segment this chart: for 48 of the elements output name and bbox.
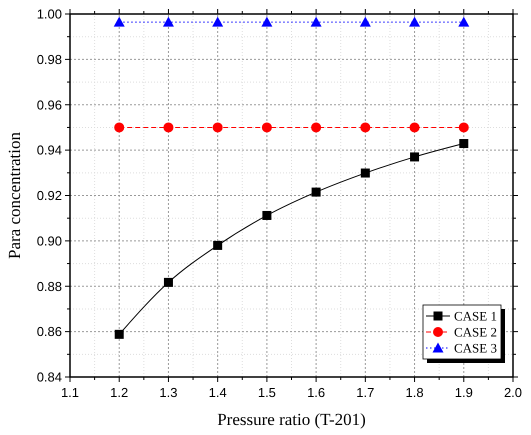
point: [311, 122, 322, 132]
legend-label: CASE 3: [454, 340, 497, 356]
point: [162, 16, 174, 27]
x-tick-label: 1.6: [307, 385, 326, 400]
point: [360, 16, 371, 27]
point: [212, 122, 223, 132]
point: [213, 240, 222, 250]
x-tick-label: 1.3: [159, 385, 178, 400]
point: [163, 122, 174, 132]
y-tick-label: 1.00: [36, 6, 62, 22]
y-tick-label: 0.88: [36, 278, 62, 294]
point: [458, 16, 470, 27]
point: [410, 122, 420, 132]
legend-label: CASE 1: [454, 308, 497, 324]
legend-label: CASE 2: [454, 324, 497, 340]
point: [458, 122, 469, 132]
point: [114, 122, 124, 132]
y-tick-label: 0.84: [36, 370, 62, 385]
point: [114, 16, 125, 27]
y-tick-label: 0.90: [36, 233, 62, 248]
x-tick-label: 1.7: [356, 385, 374, 400]
y-tick-label: 0.96: [36, 97, 62, 112]
point: [310, 16, 322, 27]
point: [360, 122, 370, 132]
x-tick-label: 1.8: [406, 385, 424, 400]
x-tick-label: 2.0: [504, 385, 522, 400]
y-tick-label: 0.92: [36, 188, 62, 204]
point: [164, 278, 173, 287]
point: [262, 122, 272, 132]
point: [410, 152, 420, 162]
x-tick-label: 1.5: [258, 385, 276, 400]
x-tick-label: 1.2: [110, 385, 128, 400]
point: [459, 139, 468, 148]
x-tick-label: 1.9: [454, 385, 473, 400]
point: [312, 188, 321, 197]
y-tick-label: 0.94: [36, 142, 62, 158]
point: [360, 168, 370, 178]
y-tick-label: 0.86: [36, 324, 62, 340]
x-tick-label: 1.4: [208, 385, 227, 400]
point: [262, 210, 272, 220]
y-tick-label: 0.98: [36, 52, 62, 67]
y-axis-title: Para concentration: [5, 132, 24, 259]
point: [261, 16, 272, 27]
x-tick-label: 1.1: [60, 385, 80, 400]
point: [409, 16, 420, 27]
point: [114, 330, 124, 339]
point: [212, 16, 224, 27]
x-axis-title: Pressure ratio (T-201): [217, 410, 366, 429]
